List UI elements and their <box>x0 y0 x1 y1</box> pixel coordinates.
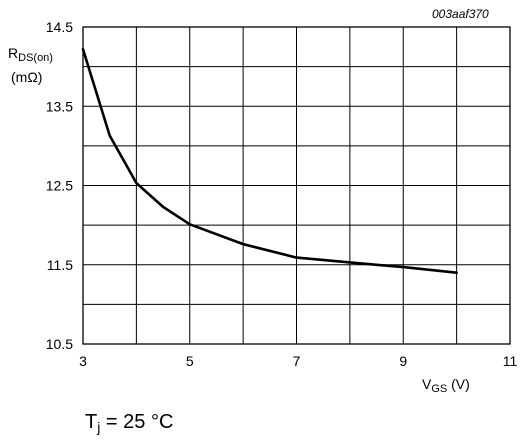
y-axis-label-subscript: DS(on) <box>18 52 53 64</box>
x-axis-label-subscript: GS <box>431 383 448 395</box>
y-tick-label: 12.5 <box>46 178 73 194</box>
y-tick-label: 14.5 <box>46 19 73 35</box>
y-tick-label: 10.5 <box>46 336 73 352</box>
condition-value: = 25 °C <box>100 411 174 433</box>
condition-subscript: j <box>97 419 101 435</box>
condition-annotation: Tj = 25 °C <box>85 411 173 435</box>
x-tick-label: 5 <box>186 353 194 369</box>
y-tick-label: 11.5 <box>47 257 73 273</box>
y-axis-label: RDS(on) (mΩ) <box>8 44 53 87</box>
x-axis-label: VGS (V) <box>422 376 470 395</box>
x-axis-unit: (V) <box>447 376 470 392</box>
tick-labels: 3 5 7 9 11 10.5 11.5 12.5 13.5 14.5 <box>46 19 518 369</box>
y-axis-label-main: R <box>8 45 19 61</box>
series-line <box>81 47 458 274</box>
condition-prefix: T <box>85 411 98 433</box>
x-tick-label: 11 <box>503 353 518 369</box>
figure-code: 003aaf370 <box>432 7 489 21</box>
x-tick-label: 3 <box>79 353 87 369</box>
x-tick-label: 9 <box>399 353 407 369</box>
x-axis-label-main: V <box>422 376 432 392</box>
y-axis-unit: (mΩ) <box>11 69 43 85</box>
y-tick-label: 13.5 <box>46 98 73 114</box>
x-tick-label: 7 <box>293 353 301 369</box>
grid-lines <box>83 27 510 344</box>
plot-frame <box>82 26 511 345</box>
